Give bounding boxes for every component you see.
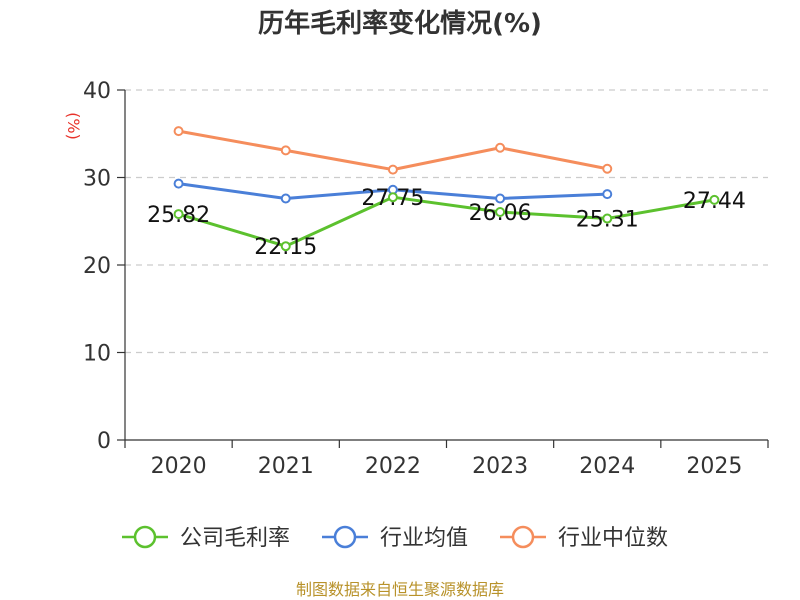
data-point[interactable]: [173, 209, 184, 220]
legend[interactable]: 公司毛利率 行业均值 行业中位数: [122, 525, 668, 551]
x-tick-label: 2020: [151, 454, 207, 479]
legend-label: 公司毛利率: [180, 526, 290, 551]
legend-label: 行业中位数: [558, 526, 668, 551]
data-point[interactable]: [495, 142, 506, 153]
data-label: 27.44: [683, 189, 746, 214]
data-point[interactable]: [602, 213, 613, 224]
x-tick-label: 2021: [258, 454, 314, 479]
data-point[interactable]: [280, 193, 291, 204]
x-tick-label: 2024: [579, 454, 635, 479]
data-point[interactable]: [280, 145, 291, 156]
data-point[interactable]: [387, 192, 398, 203]
grid-lines: [125, 89, 768, 354]
legend-marker: [333, 525, 357, 549]
data-labels: 25.82 22.15 27.75 26.06 25.31 27.44: [147, 186, 746, 260]
legend-item-0[interactable]: 公司毛利率: [122, 525, 290, 551]
y-tick-label: 20: [83, 254, 111, 279]
source-note: 制图数据来自恒生聚源数据库: [296, 580, 504, 599]
data-point[interactable]: [602, 189, 613, 200]
data-point[interactable]: [387, 164, 398, 175]
y-tick-label: 30: [83, 167, 111, 192]
data-label: 25.82: [147, 203, 210, 228]
data-label: 25.31: [576, 208, 639, 233]
legend-item-1[interactable]: 行业均值: [322, 525, 468, 551]
series-line-0: [178, 195, 715, 248]
series-line-2: [178, 129, 608, 172]
x-tick-label: 2025: [686, 454, 742, 479]
data-label: 26.06: [469, 201, 532, 226]
series-lines: [173, 126, 720, 252]
legend-item-2[interactable]: 行业中位数: [500, 525, 668, 551]
data-point[interactable]: [173, 126, 184, 137]
y-unit-label: (%): [64, 112, 83, 140]
legend-label: 行业均值: [380, 526, 468, 551]
axes: 0 10 20 30 40 2020 2021 2022 2023 2024 2025: [83, 79, 769, 479]
x-tick-label: 2022: [365, 454, 421, 479]
data-point[interactable]: [173, 178, 184, 189]
y-tick-label: 0: [97, 429, 111, 454]
data-point[interactable]: [280, 241, 291, 252]
data-point[interactable]: [495, 206, 506, 217]
data-label: 27.75: [361, 186, 424, 211]
y-tick-label: 10: [83, 342, 111, 367]
data-label: 22.15: [254, 235, 317, 260]
legend-marker: [133, 525, 157, 549]
data-point[interactable]: [495, 193, 506, 204]
data-point[interactable]: [602, 163, 613, 174]
data-point[interactable]: [709, 194, 720, 205]
x-tick-label: 2023: [472, 454, 528, 479]
legend-marker: [511, 525, 535, 549]
chart-title: 历年毛利率变化情况(%): [258, 8, 542, 39]
y-tick-label: 40: [83, 79, 111, 104]
